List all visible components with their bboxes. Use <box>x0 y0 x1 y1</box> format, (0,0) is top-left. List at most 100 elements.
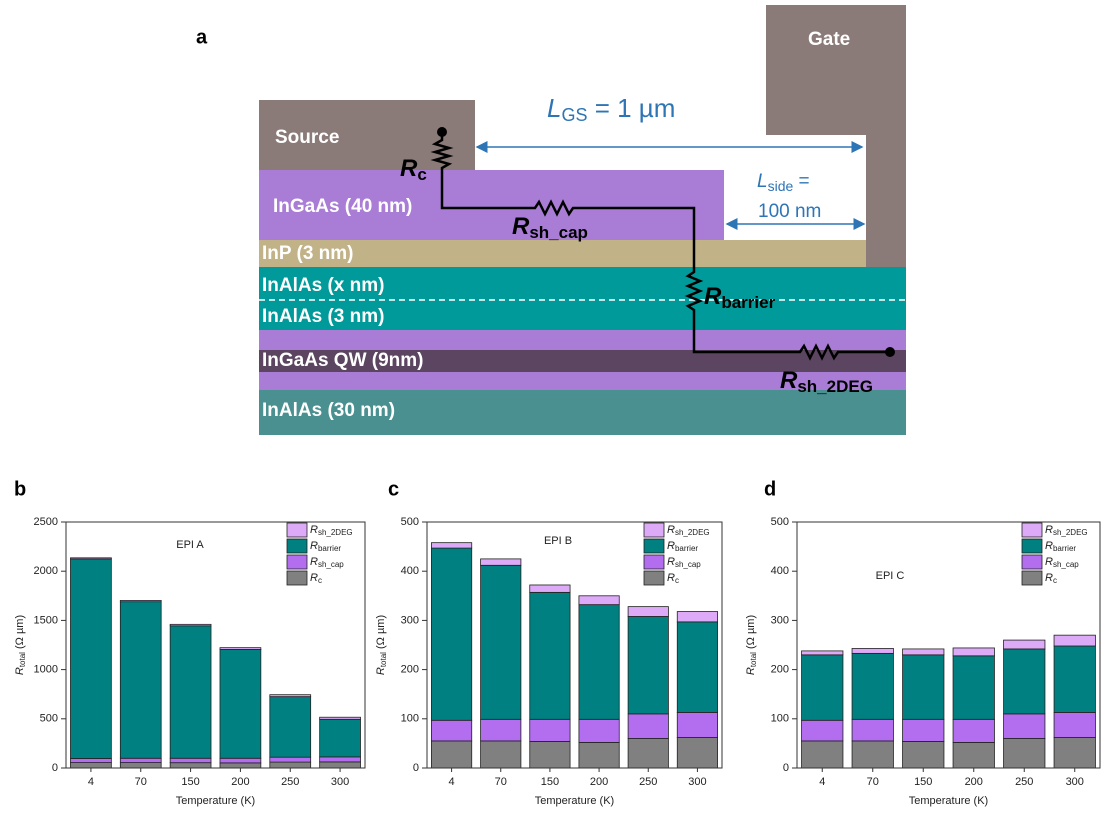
lside-label: Lside = <box>757 171 810 194</box>
bar-segment <box>1004 640 1045 649</box>
subscript: GS <box>561 105 587 125</box>
legend-label: Rc <box>310 572 322 585</box>
legend-label-part: c <box>1053 576 1057 585</box>
x-axis-label: Temperature (K) <box>535 795 614 807</box>
legend-swatch <box>1022 523 1042 537</box>
bar-segment <box>270 695 311 697</box>
x-tick-label: 200 <box>231 776 249 788</box>
bar-segment <box>481 741 521 768</box>
subscript: barrier <box>721 293 775 312</box>
symbol: R <box>512 213 530 240</box>
y-tick-label: 500 <box>401 516 419 528</box>
x-tick-label: 4 <box>88 776 94 788</box>
bar-segment <box>481 565 521 719</box>
legend-swatch <box>644 555 664 569</box>
bar-segment <box>220 758 261 763</box>
text: = <box>793 171 809 192</box>
y-tick-label: 100 <box>771 713 789 725</box>
bar-segment <box>220 649 261 758</box>
bar-segment <box>431 720 471 741</box>
bar-segment <box>170 763 211 768</box>
y-tick-label: 200 <box>401 664 419 676</box>
bar-segment <box>431 741 471 768</box>
legend-label-part: R <box>310 572 318 584</box>
bar-segment <box>530 585 570 592</box>
x-tick-label: 70 <box>495 776 507 788</box>
y-axis-label-part: R <box>745 667 757 675</box>
bar-segment <box>677 737 717 768</box>
legend-label-part: sh_cap <box>675 560 701 569</box>
bar-segment <box>481 559 521 565</box>
legend-label-part: barrier <box>318 544 341 553</box>
bar-segment <box>852 653 893 719</box>
bar-segment <box>852 719 893 741</box>
y-tick-label: 300 <box>771 614 789 626</box>
legend-label: Rbarrier <box>310 540 341 553</box>
bar-segment <box>852 648 893 653</box>
symbol: R <box>704 283 722 310</box>
bar-segment <box>220 648 261 650</box>
bar-segment <box>677 712 717 737</box>
x-tick-label: 70 <box>867 776 879 788</box>
bar-segment <box>579 719 619 742</box>
legend-label-part: R <box>1045 540 1053 552</box>
chart: cEPI B0100200300400500470150200250300Tem… <box>375 478 722 807</box>
y-tick-label: 0 <box>52 762 58 774</box>
y-tick-label: 2500 <box>34 516 58 528</box>
legend-swatch <box>644 571 664 585</box>
panel-label: b <box>14 478 26 500</box>
y-axis-label-part: R <box>14 667 26 675</box>
legend-label: Rsh_cap <box>1045 556 1079 569</box>
y-axis-label-part: R <box>375 667 387 675</box>
bar-segment <box>1054 737 1095 768</box>
x-tick-label: 300 <box>331 776 349 788</box>
legend-label-part: sh_2DEG <box>675 528 710 537</box>
y-axis-label-part: total <box>749 652 758 667</box>
layer-label: InAlAs (x nm) <box>262 275 384 296</box>
layer-label: InP (3 nm) <box>262 243 354 264</box>
y-tick-label: 500 <box>40 713 58 725</box>
y-axis-label-part: total <box>379 652 388 667</box>
panel-label: a <box>196 26 208 48</box>
bar-segment <box>270 762 311 768</box>
y-axis-label: Rtotal (Ω µm) <box>745 615 758 675</box>
x-tick-label: 300 <box>1066 776 1084 788</box>
legend-label-part: barrier <box>675 544 698 553</box>
legend-label: Rsh_cap <box>667 556 701 569</box>
chart-title: EPI C <box>876 570 905 582</box>
chart-title: EPI B <box>544 535 572 547</box>
subscript: c <box>417 165 426 184</box>
y-tick-label: 1000 <box>34 664 58 676</box>
bar-segment <box>1004 738 1045 768</box>
y-tick-label: 1500 <box>34 614 58 626</box>
bar-segment <box>320 757 361 762</box>
y-tick-label: 300 <box>401 614 419 626</box>
legend-label-part: R <box>1045 524 1053 536</box>
y-axis-label: Rtotal (Ω µm) <box>375 615 388 675</box>
bar-segment <box>530 741 570 768</box>
x-axis-label: Temperature (K) <box>176 795 255 807</box>
legend-swatch <box>644 523 664 537</box>
bar-segment <box>677 622 717 713</box>
bar-segment <box>120 602 161 759</box>
bar-segment <box>431 548 471 720</box>
bar-segment <box>70 558 111 559</box>
subscript: sh_2DEG <box>797 377 873 396</box>
legend-label-part: R <box>667 524 675 536</box>
bar-segment <box>903 649 944 655</box>
x-axis-label: Temperature (K) <box>909 795 988 807</box>
x-tick-label: 300 <box>688 776 706 788</box>
bar-segment <box>1004 649 1045 714</box>
legend-label-part: c <box>318 576 322 585</box>
legend-label-part: sh_cap <box>1053 560 1079 569</box>
panel-label: d <box>764 478 776 500</box>
y-tick-label: 400 <box>401 565 419 577</box>
legend-label: Rc <box>667 572 679 585</box>
symbol: R <box>780 367 798 394</box>
symbol: L <box>547 93 561 123</box>
bar-segment <box>802 655 843 720</box>
y-axis-label-part: total <box>18 652 27 667</box>
subscript: sh_cap <box>529 223 588 242</box>
bar-segment <box>1054 712 1095 737</box>
bar-segment <box>953 648 994 656</box>
